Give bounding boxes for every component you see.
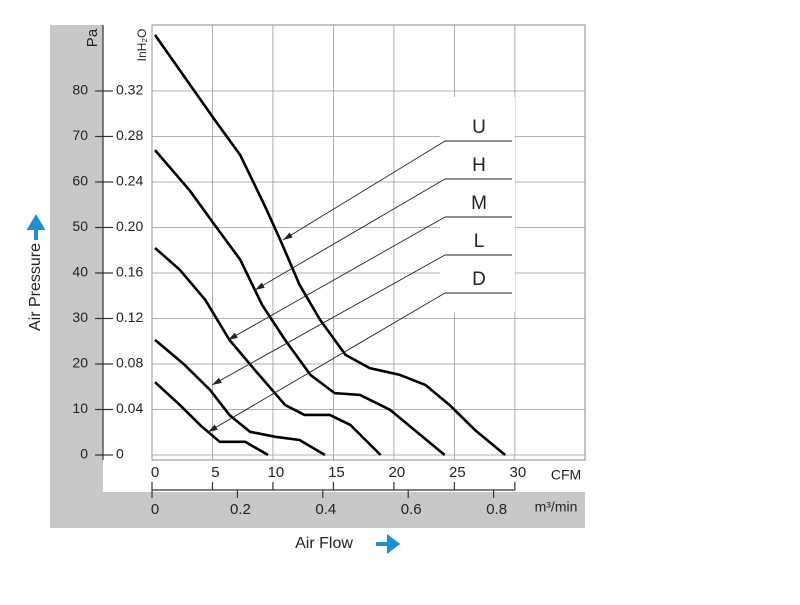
leader-arrow bbox=[208, 424, 218, 432]
y2-tick-label: 0.20 bbox=[116, 218, 143, 234]
series-label: M bbox=[471, 193, 487, 214]
x-tick-label: 20 bbox=[389, 464, 406, 481]
y-tick-label: 80 bbox=[72, 82, 88, 98]
x2-tick-label: 0.8 bbox=[486, 501, 507, 518]
series-label: U bbox=[472, 117, 486, 138]
label-box bbox=[440, 97, 515, 312]
x2-unit: m³/min bbox=[535, 499, 578, 515]
y2-tick-label: 0.12 bbox=[116, 309, 143, 325]
y-arrow bbox=[26, 214, 46, 240]
x-tick-label: 30 bbox=[510, 464, 527, 481]
x2-tick-label: 0.6 bbox=[401, 501, 422, 518]
x2-tick-label: 0 bbox=[151, 501, 159, 518]
y-tick-label: 10 bbox=[72, 400, 88, 416]
y-tick-label: 60 bbox=[72, 173, 88, 189]
y-tick-label: 70 bbox=[72, 127, 88, 143]
leader-line bbox=[207, 292, 446, 433]
leader-line bbox=[282, 140, 446, 241]
curve bbox=[154, 246, 382, 456]
y-tick-label: 40 bbox=[72, 264, 88, 280]
curve bbox=[154, 338, 326, 457]
x-tick-label: 15 bbox=[328, 464, 345, 481]
leader-line bbox=[211, 254, 446, 386]
series-label: D bbox=[472, 269, 486, 290]
curve bbox=[154, 149, 446, 457]
x-unit: CFM bbox=[551, 467, 581, 483]
x2-tick-label: 0.2 bbox=[230, 501, 251, 518]
x-tick-label: 5 bbox=[211, 464, 219, 481]
y2-tick-label: 0.04 bbox=[116, 400, 143, 416]
curve bbox=[154, 381, 269, 457]
y-tick-label: 20 bbox=[72, 355, 88, 371]
y-unit: Pa bbox=[84, 28, 101, 47]
y2-tick-label: 0.16 bbox=[116, 264, 143, 280]
leader-arrow bbox=[255, 282, 265, 290]
y2-tick-label: 0.08 bbox=[116, 355, 143, 371]
leader-line bbox=[227, 216, 446, 341]
plot-area bbox=[151, 24, 586, 461]
x-arrow bbox=[376, 534, 401, 554]
y2-tick-label: 0.24 bbox=[116, 173, 143, 189]
x-axis-title: Air Flow bbox=[295, 535, 353, 552]
y2-tick-label: 0.28 bbox=[116, 127, 143, 143]
leader-arrow bbox=[228, 332, 238, 340]
curve bbox=[153, 34, 507, 457]
leader-line bbox=[254, 178, 446, 291]
x-tick-label: 10 bbox=[268, 464, 285, 481]
y-tick-label: 0 bbox=[80, 446, 88, 462]
y2-unit: InH₂O bbox=[135, 29, 149, 62]
series-label: L bbox=[474, 231, 485, 252]
x2-tick-label: 0.4 bbox=[315, 501, 336, 518]
y-tick-label: 50 bbox=[72, 218, 88, 234]
series-label: H bbox=[472, 155, 486, 176]
y2-tick-label: 0 bbox=[116, 446, 124, 462]
y2-tick-label: 0.32 bbox=[116, 82, 143, 98]
x-tick-label: 25 bbox=[449, 464, 466, 481]
marks bbox=[153, 34, 507, 457]
y-tick-label: 30 bbox=[72, 309, 88, 325]
x-tick-label: 0 bbox=[151, 464, 159, 481]
y-axis-title: Air Pressure bbox=[27, 243, 44, 331]
leader-arrow bbox=[283, 232, 293, 240]
leader-arrow bbox=[212, 377, 222, 385]
